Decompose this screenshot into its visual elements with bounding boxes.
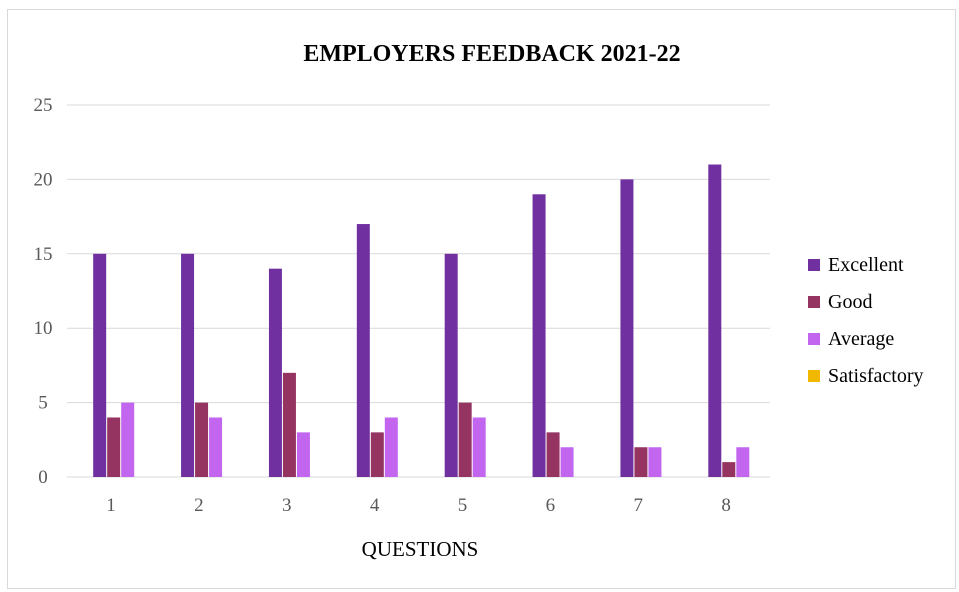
bar-average-q7 — [648, 447, 662, 477]
y-tick-label: 25 — [34, 95, 53, 116]
bar-average-q4 — [384, 417, 398, 477]
legend-label-excellent: Excellent — [828, 254, 904, 276]
bar-average-q8 — [736, 447, 750, 477]
bar-average-q3 — [296, 432, 310, 477]
x-tick-label: 3 — [282, 495, 292, 516]
x-axis-label: QUESTIONS — [362, 537, 479, 561]
bar-good-q2 — [195, 402, 209, 477]
gridlines — [67, 104, 770, 478]
bar-average-q2 — [209, 417, 223, 477]
bar-excellent-q7 — [620, 179, 634, 477]
x-tick-label: 6 — [546, 495, 556, 516]
y-tick-label: 0 — [38, 467, 48, 488]
chart-frame — [7, 9, 956, 589]
bar-average-q1 — [121, 402, 135, 477]
legend-swatch-average — [808, 333, 820, 345]
bar-good-q3 — [282, 372, 296, 477]
bar-excellent-q1 — [93, 253, 107, 477]
y-tick-label: 15 — [34, 244, 53, 265]
bars — [93, 164, 750, 477]
bar-excellent-q8 — [708, 164, 722, 477]
legend-label-satisfactory: Satisfactory — [828, 365, 924, 387]
legend-swatch-excellent — [808, 259, 820, 271]
bar-excellent-q3 — [268, 268, 282, 477]
y-tick-label: 10 — [34, 318, 53, 339]
x-tick-label: 4 — [370, 495, 380, 516]
bar-average-q5 — [472, 417, 486, 477]
bar-excellent-q2 — [181, 253, 195, 477]
chart-title: EMPLOYERS FEEDBACK 2021-22 — [303, 41, 680, 67]
x-tick-label: 1 — [106, 495, 116, 516]
y-tick-label: 5 — [38, 393, 48, 414]
bar-excellent-q6 — [532, 194, 546, 477]
bar-excellent-q5 — [444, 253, 458, 477]
legend-swatch-satisfactory — [808, 370, 820, 382]
bar-average-q6 — [560, 447, 574, 477]
legend: Excellent Good Average Satisfactory — [808, 254, 924, 387]
x-tick-label: 5 — [458, 495, 468, 516]
x-tick-label: 2 — [194, 495, 204, 516]
legend-swatch-good — [808, 296, 820, 308]
bar-good-q5 — [458, 402, 472, 477]
x-tick-label: 7 — [633, 495, 643, 516]
y-axis-ticks: 0 5 10 15 20 25 — [34, 95, 53, 488]
bar-good-q7 — [634, 447, 648, 477]
legend-label-average: Average — [828, 328, 894, 350]
bar-good-q6 — [546, 432, 560, 477]
x-axis-ticks: 1 2 3 4 5 6 7 8 — [106, 495, 731, 516]
x-tick-label: 8 — [721, 495, 731, 516]
bar-good-q1 — [107, 417, 121, 477]
bar-good-q8 — [722, 462, 736, 477]
legend-label-good: Good — [828, 291, 872, 313]
bar-excellent-q4 — [356, 224, 370, 477]
bar-good-q4 — [370, 432, 384, 477]
y-tick-label: 20 — [34, 169, 53, 190]
